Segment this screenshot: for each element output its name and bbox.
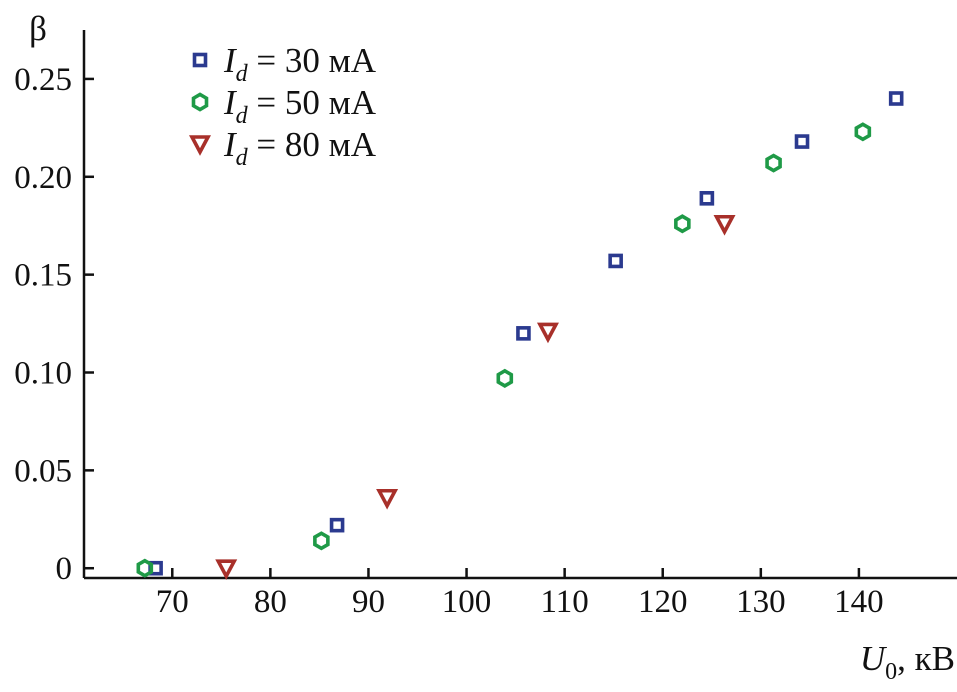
data-point-square xyxy=(516,326,531,341)
data-point-hexagon xyxy=(313,531,330,551)
y-tick-label: 0.05 xyxy=(14,453,72,489)
legend-label: Id = 30 мА xyxy=(223,41,377,87)
data-point-hexagon xyxy=(854,122,872,142)
x-tick-label: 140 xyxy=(834,584,884,620)
x-axis-label-subscript: 0 xyxy=(885,659,897,685)
x-tick-label: 130 xyxy=(736,584,786,620)
data-point-square xyxy=(608,253,623,269)
legend-marker-triangle-down xyxy=(189,135,211,156)
legend-label-symbol: I xyxy=(223,125,238,164)
data-point-square xyxy=(888,91,904,106)
legend-label-subscript: d xyxy=(236,145,249,171)
legend-label-subscript: d xyxy=(236,61,249,87)
legend-label: Id = 80 мА xyxy=(223,125,377,171)
series-hexagon xyxy=(136,122,872,578)
data-point-triangle-down xyxy=(713,214,736,236)
ticks: 0 0.05 0.10 0.15 0.20 0.25 70 80 90 100 110 120 130 1… xyxy=(14,62,883,620)
data-point-hexagon xyxy=(496,368,514,388)
legend-label-symbol: I xyxy=(223,83,238,122)
x-tick-label: 90 xyxy=(352,584,385,620)
data-points xyxy=(136,91,904,581)
x-axis: U0, кВ xyxy=(84,576,957,685)
y-tick-label: 0.10 xyxy=(14,356,72,392)
x-axis-label-unit: , кВ xyxy=(897,639,955,678)
data-point-square xyxy=(794,134,810,149)
series-triangle-down xyxy=(215,214,736,581)
y-axis: β xyxy=(29,9,86,578)
legend-label-symbol: I xyxy=(223,41,238,80)
data-point-triangle-down xyxy=(376,488,399,510)
y-tick-label: 0 xyxy=(56,551,73,587)
data-point-hexagon xyxy=(136,558,154,578)
legend-label-text: = 80 мА xyxy=(248,125,377,164)
x-axis-label: U0, кВ xyxy=(860,639,955,685)
y-axis-label: β xyxy=(29,9,47,48)
y-tick-label: 0.15 xyxy=(14,258,72,294)
data-point-triangle-down xyxy=(215,559,238,581)
x-tick-label: 70 xyxy=(156,584,189,620)
legend-label-subscript: d xyxy=(236,103,249,129)
legend-marker-square xyxy=(192,52,208,68)
series-square xyxy=(148,91,904,576)
x-tick-label: 120 xyxy=(638,584,688,620)
legend-label-text: = 50 мА xyxy=(248,83,377,122)
legend-label-text: = 30 мА xyxy=(248,41,377,80)
legend-marker-hexagon xyxy=(191,92,209,112)
data-point-triangle-down xyxy=(536,322,559,344)
x-tick-label: 100 xyxy=(442,584,492,620)
legend-item: Id = 30 мА xyxy=(192,41,377,87)
data-point-square xyxy=(699,191,715,206)
data-point-hexagon xyxy=(765,153,782,173)
x-tick-label: 110 xyxy=(540,584,588,620)
y-tick-label: 0.20 xyxy=(14,160,72,196)
legend-item: Id = 50 мА xyxy=(191,83,377,129)
x-tick-label: 80 xyxy=(254,584,287,620)
data-point-hexagon xyxy=(674,214,691,234)
legend-item: Id = 80 мА xyxy=(189,125,377,171)
legend-label: Id = 50 мА xyxy=(223,83,377,129)
data-point-square xyxy=(329,517,345,533)
x-axis-label-symbol: U xyxy=(860,639,888,678)
y-tick-label: 0.25 xyxy=(14,62,72,98)
